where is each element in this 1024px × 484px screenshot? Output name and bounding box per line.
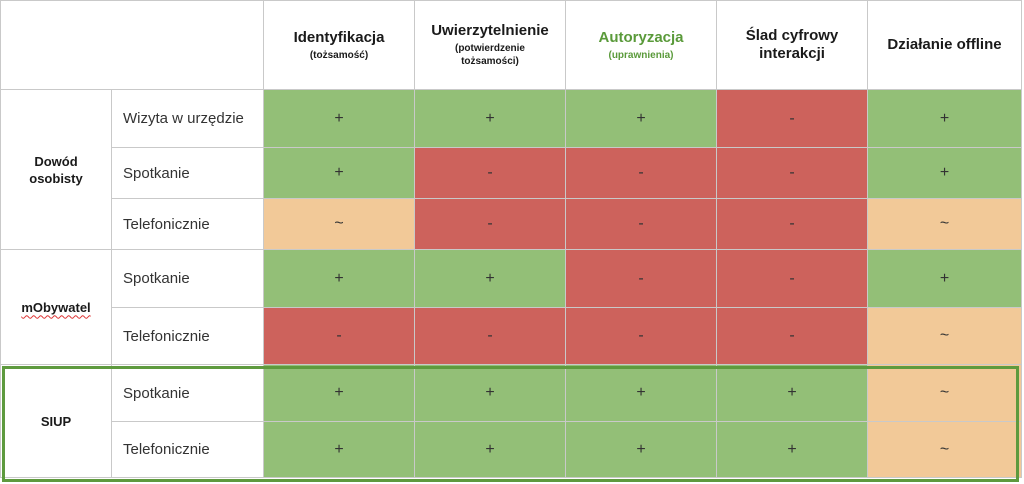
- method-label: Telefonicznie: [111, 307, 264, 365]
- value-cell: ~: [867, 307, 1022, 365]
- value-cell: +: [565, 421, 717, 478]
- value-cell: -: [263, 307, 415, 365]
- value-cell: +: [263, 89, 415, 148]
- value-cell: ~: [867, 421, 1022, 478]
- header-subtitle: (tożsamość): [309, 49, 369, 61]
- value-cell: -: [565, 198, 717, 250]
- value-cell: -: [414, 147, 566, 199]
- value-cell: -: [716, 198, 868, 250]
- method-label: Spotkanie: [111, 249, 264, 308]
- value-cell: +: [867, 89, 1022, 148]
- table-row: Telefonicznie - - - - ~: [1, 307, 1022, 365]
- value-cell: +: [263, 249, 415, 308]
- header-subtitle: (potwierdzenie tożsamości): [454, 43, 525, 67]
- value-cell: +: [565, 89, 717, 148]
- method-label: Telefonicznie: [111, 421, 264, 478]
- table-row: mObywatel Spotkanie + + - - +: [0, 249, 1022, 365]
- value-cell: -: [716, 307, 868, 365]
- table-row: SIUP Spotkanie + + + + ~: [0, 364, 1022, 478]
- method-label: Spotkanie: [111, 364, 264, 422]
- table-row: Spotkanie + - - - +: [1, 147, 1022, 199]
- header-title: Autoryzacja: [598, 28, 684, 46]
- value-cell: +: [867, 249, 1022, 308]
- value-cell: +: [263, 364, 415, 422]
- value-cell: +: [867, 147, 1022, 199]
- header-uwierzytelnienie: Uwierzytelnienie (potwierdzenie tożsamoś…: [414, 0, 566, 90]
- header-slad-cyfrowy: Ślad cyfrowy interakcji: [716, 0, 868, 90]
- header-subtitle: (uprawnienia): [608, 49, 674, 61]
- method-label: Spotkanie: [111, 147, 264, 199]
- value-cell: +: [716, 421, 868, 478]
- value-cell: +: [263, 421, 415, 478]
- method-label: Telefonicznie: [111, 198, 264, 250]
- value-cell: ~: [263, 198, 415, 250]
- value-cell: -: [565, 249, 717, 308]
- value-cell: +: [263, 147, 415, 199]
- value-cell: -: [414, 307, 566, 365]
- value-cell: -: [716, 147, 868, 199]
- group-label-siup: SIUP: [0, 364, 112, 478]
- value-cell: +: [716, 364, 868, 422]
- header-row: Identyfikacja (tożsamość) Uwierzytelnien…: [0, 0, 1022, 90]
- value-cell: -: [565, 307, 717, 365]
- header-identyfikacja: Identyfikacja (tożsamość): [263, 0, 415, 90]
- header-title: Ślad cyfrowy interakcji: [745, 27, 839, 62]
- table-row: Telefonicznie + + + + ~: [1, 421, 1022, 478]
- value-cell: +: [414, 249, 566, 308]
- method-label: Wizyta w urzędzie: [111, 89, 264, 148]
- value-cell: -: [565, 147, 717, 199]
- value-cell: +: [414, 421, 566, 478]
- value-cell: ~: [867, 198, 1022, 250]
- header-autoryzacja: Autoryzacja (uprawnienia): [565, 0, 717, 90]
- group-label-mobywatel: mObywatel: [0, 249, 112, 365]
- table-row: Telefonicznie ~ - - - ~: [1, 198, 1022, 250]
- header-empty-corner: [0, 0, 264, 90]
- group-label-dowod-osobisty: Dowód osobisty: [0, 89, 112, 250]
- value-cell: +: [414, 364, 566, 422]
- table-row: Dowód osobisty Wizyta w urzędzie + + + -…: [0, 89, 1022, 250]
- header-title: Działanie offline: [887, 36, 1002, 53]
- header-title: Uwierzytelnienie: [431, 22, 549, 39]
- value-cell: ~: [867, 364, 1022, 422]
- value-cell: +: [565, 364, 717, 422]
- value-cell: -: [414, 198, 566, 250]
- header-title: Identyfikacja: [293, 28, 385, 46]
- value-cell: +: [414, 89, 566, 148]
- value-cell: -: [716, 249, 868, 308]
- value-cell: -: [716, 89, 868, 148]
- header-dzialanie-offline: Działanie offline: [867, 0, 1022, 90]
